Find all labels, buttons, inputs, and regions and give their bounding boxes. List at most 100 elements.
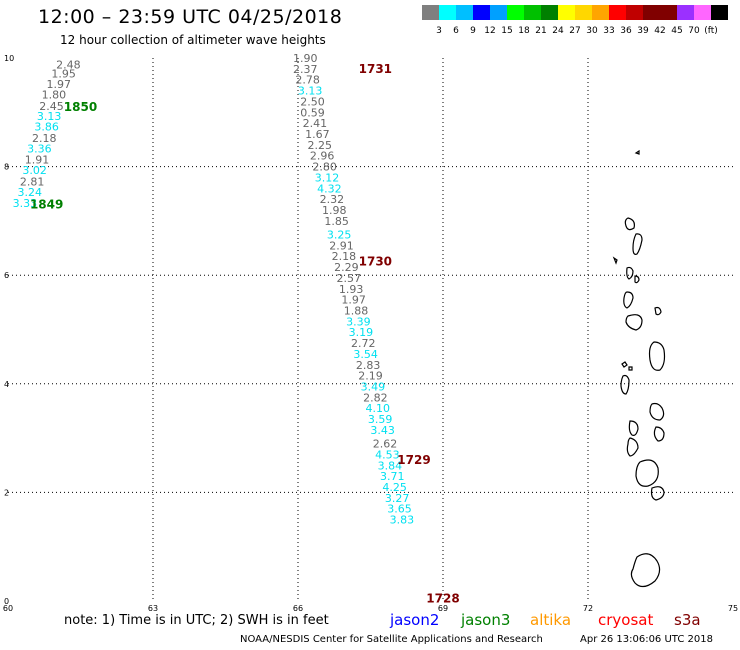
lat-tick-label: 10 bbox=[4, 54, 14, 63]
wave-height-value: 3.71 bbox=[380, 470, 405, 483]
lon-tick-label: 63 bbox=[148, 604, 158, 613]
wave-height-value: 1.97 bbox=[47, 78, 72, 91]
lon-tick-label: 66 bbox=[293, 604, 303, 613]
wave-height-value: 1.98 bbox=[322, 204, 347, 217]
wave-height-value: 1.97 bbox=[341, 294, 366, 307]
wave-height-value: 1.93 bbox=[339, 283, 364, 296]
wave-height-value: 2.48 bbox=[56, 59, 81, 72]
scale-label: 42 bbox=[654, 26, 666, 36]
legend-item-altika: altika bbox=[530, 611, 572, 629]
scale-label: 36 bbox=[620, 26, 632, 36]
wave-height-value: 3.84 bbox=[378, 459, 403, 472]
wave-height-value: 0.59 bbox=[300, 106, 325, 119]
scale-swatch bbox=[507, 5, 524, 20]
wave-height-value: 1.90 bbox=[293, 52, 318, 65]
scale-label: (ft) bbox=[704, 26, 718, 36]
wave-height-value: 2.50 bbox=[300, 95, 325, 108]
wave-height-value: 2.80 bbox=[312, 161, 337, 174]
credit-line: NOAA/NESDIS Center for Satellite Applica… bbox=[240, 634, 543, 645]
wave-height-value: 1.85 bbox=[324, 215, 349, 228]
wave-height-value: 4.25 bbox=[382, 481, 407, 494]
scale-swatch bbox=[456, 5, 473, 20]
wave-height-value: 2.32 bbox=[320, 193, 345, 206]
wave-height-value: 3.33 bbox=[13, 197, 38, 210]
wave-height-value: 2.78 bbox=[295, 74, 320, 87]
wave-height-value: 1.80 bbox=[42, 88, 67, 101]
wave-height-value: 2.57 bbox=[337, 272, 362, 285]
wave-height-value: 3.43 bbox=[370, 424, 395, 437]
wave-height-value: 3.27 bbox=[385, 492, 410, 505]
legend-item-jason3: jason3 bbox=[461, 611, 511, 629]
axis-tick-labels: 60 63 66 69 72 75 0 2 4 6 8 10 bbox=[3, 54, 738, 613]
maldives-coastline bbox=[612, 149, 666, 588]
lon-tick-label: 72 bbox=[583, 604, 593, 613]
wave-height-value: 3.59 bbox=[368, 413, 393, 426]
scale-label: 6 bbox=[453, 26, 459, 36]
wave-height-value: 2.18 bbox=[332, 250, 357, 263]
wave-height-value: 3.36 bbox=[27, 143, 52, 156]
wave-height-value: 3.39 bbox=[346, 315, 371, 328]
pass-time-label: 1849 bbox=[30, 198, 63, 212]
scale-label: 9 bbox=[470, 26, 476, 36]
wave-height-value: 2.91 bbox=[329, 239, 354, 252]
wave-height-value: 3.65 bbox=[387, 503, 412, 516]
scale-swatch bbox=[609, 5, 626, 20]
legend-item-jason2: jason2 bbox=[390, 611, 440, 629]
wave-height-value: 2.37 bbox=[293, 63, 318, 76]
lon-tick-label: 69 bbox=[438, 604, 448, 613]
lat-tick-label: 8 bbox=[4, 163, 9, 172]
wave-height-value: 3.02 bbox=[22, 164, 47, 177]
lon-tick-label: 60 bbox=[3, 604, 13, 613]
scale-label: 39 bbox=[637, 26, 649, 36]
wave-height-value: 3.49 bbox=[361, 381, 386, 394]
scale-label: 3 bbox=[436, 26, 442, 36]
scale-label: 18 bbox=[518, 26, 530, 36]
wave-height-value: 2.72 bbox=[351, 337, 376, 350]
scale-swatch bbox=[422, 5, 439, 20]
wave-height-value: 2.81 bbox=[20, 175, 45, 188]
lat-tick-label: 6 bbox=[4, 271, 9, 280]
wave-observations: 2.481.951.971.802.453.133.862.183.361.91… bbox=[13, 52, 415, 527]
scale-swatch bbox=[694, 5, 711, 20]
lat-tick-label: 0 bbox=[4, 597, 9, 606]
generated-timestamp: Apr 26 13:06:06 UTC 2018 bbox=[580, 634, 713, 645]
wave-height-value: 3.83 bbox=[390, 514, 415, 527]
scale-swatch bbox=[524, 5, 541, 20]
scale-swatch bbox=[558, 5, 575, 20]
wave-height-value: 2.25 bbox=[308, 139, 333, 152]
wave-height-value: 4.10 bbox=[366, 402, 391, 415]
scale-swatch bbox=[439, 5, 456, 20]
lat-lon-grid bbox=[8, 58, 733, 601]
scale-swatch bbox=[490, 5, 507, 20]
wave-height-value: 1.91 bbox=[25, 154, 50, 167]
legend-item-s3a: s3a bbox=[674, 611, 701, 629]
wave-height-value: 3.86 bbox=[34, 120, 59, 133]
units-note: note: 1) Time is in UTC; 2) SWH is in fe… bbox=[64, 613, 329, 628]
pass-time-label: 1728 bbox=[426, 591, 459, 605]
pass-time-label: 1850 bbox=[64, 100, 97, 114]
wave-height-value: 2.29 bbox=[334, 261, 359, 274]
pass-time-label: 1729 bbox=[397, 453, 430, 467]
scale-swatch bbox=[575, 5, 592, 20]
wave-height-value: 3.19 bbox=[349, 326, 374, 339]
wave-height-value: 1.88 bbox=[344, 304, 369, 317]
wave-height-value: 2.62 bbox=[373, 438, 398, 451]
scale-swatch bbox=[677, 5, 694, 20]
wave-height-value: 4.53 bbox=[375, 448, 400, 461]
scale-label: 21 bbox=[535, 26, 547, 36]
scale-label: 45 bbox=[671, 26, 683, 36]
scale-label: 33 bbox=[603, 26, 615, 36]
wave-height-value: 3.13 bbox=[298, 85, 323, 98]
map-title: 12:00 – 23:59 UTC 04/25/2018 bbox=[38, 6, 343, 28]
wave-height-value: 2.19 bbox=[358, 370, 383, 383]
wave-height-value: 4.32 bbox=[317, 182, 342, 195]
legend-item-cryosat: cryosat bbox=[598, 611, 654, 629]
wave-height-value: 1.95 bbox=[51, 68, 76, 81]
wave-height-value: 3.54 bbox=[353, 348, 378, 361]
scale-swatch bbox=[626, 5, 643, 20]
wave-height-value: 1.67 bbox=[305, 128, 330, 141]
wave-height-value: 3.13 bbox=[37, 110, 62, 123]
wave-height-value: 2.82 bbox=[363, 391, 388, 404]
pass-time-labels: 1731 1730 1729 1728 1850 1849 bbox=[30, 62, 460, 605]
